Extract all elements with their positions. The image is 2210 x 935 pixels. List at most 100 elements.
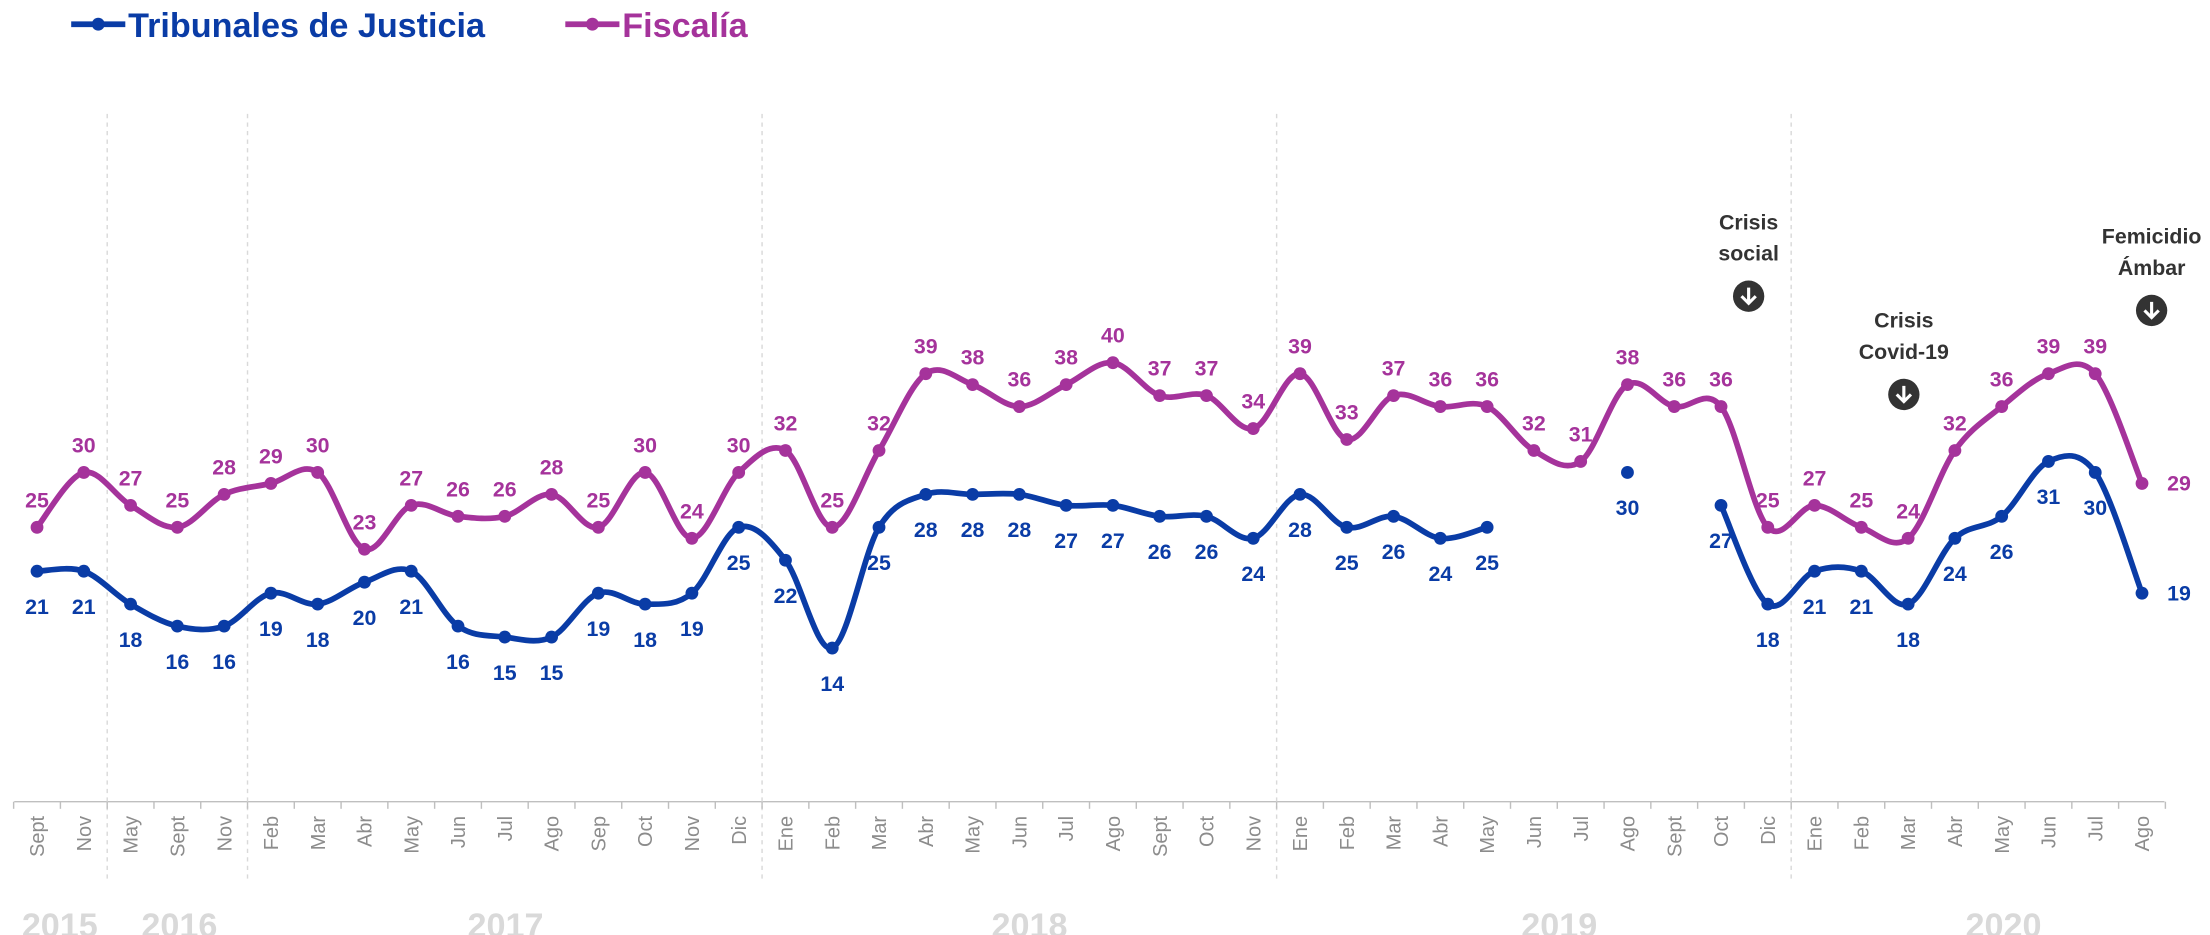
x-tick-label: May [121, 816, 143, 854]
data-point [30, 520, 44, 534]
data-label: 26 [1148, 540, 1172, 564]
data-label: 18 [306, 628, 330, 652]
year-label: 2016 [141, 907, 217, 935]
x-tick-label: Dic [1758, 816, 1780, 845]
x-tick-label: Mar [1384, 816, 1406, 851]
data-label: 38 [961, 346, 985, 370]
data-point [1621, 378, 1634, 392]
data-point [1527, 444, 1541, 457]
data-label: 23 [353, 510, 377, 534]
data-label: 18 [633, 628, 657, 652]
data-label: 18 [119, 628, 143, 652]
data-label: 15 [493, 661, 517, 685]
data-label: 36 [1475, 368, 1499, 392]
legend-dot [585, 17, 599, 31]
x-tick-label: Oct [635, 815, 657, 846]
data-point [779, 553, 792, 567]
data-label: 40 [1101, 324, 1125, 348]
data-label: 24 [1896, 499, 1920, 523]
data-label: 24 [1241, 562, 1265, 586]
data-point [1621, 466, 1634, 479]
data-label: 25 [820, 488, 844, 512]
data-point [217, 487, 231, 501]
data-label: 36 [1709, 368, 1733, 392]
data-label: 27 [1054, 529, 1078, 553]
x-tick-label: Oct [1197, 815, 1219, 846]
data-label: 30 [727, 434, 751, 458]
data-point [1153, 509, 1167, 523]
x-tick-label: Jun [448, 816, 470, 848]
data-label: 21 [1849, 595, 1873, 619]
data-label: 28 [1007, 518, 1031, 542]
data-label: 39 [2037, 335, 2061, 359]
data-label: 25 [25, 488, 49, 512]
data-label: 25 [1849, 488, 1873, 512]
x-tick-label: Ene [776, 816, 798, 851]
data-label: 26 [1990, 540, 2014, 564]
data-label: 24 [1428, 562, 1452, 586]
x-tick-label: Nov [74, 816, 96, 851]
data-label: 15 [540, 661, 564, 685]
data-point [77, 564, 91, 578]
x-tick-label: Ago [2132, 816, 2154, 851]
data-label: 30 [1616, 496, 1640, 520]
data-label: 25 [867, 551, 891, 575]
data-label: 28 [540, 455, 564, 479]
data-point [685, 586, 699, 600]
data-label: 26 [1195, 540, 1219, 564]
annotation-text: Femicidio [2102, 225, 2202, 249]
data-label: 16 [446, 650, 470, 674]
data-label: 21 [72, 595, 96, 619]
data-point [1106, 356, 1120, 370]
data-point [170, 619, 184, 633]
x-tick-label: May [1477, 816, 1499, 854]
data-point [1012, 487, 1026, 501]
data-point [264, 477, 278, 490]
data-label: 19 [680, 617, 704, 641]
data-point [732, 520, 746, 534]
data-label: 25 [1756, 488, 1780, 512]
x-tick-label: Ago [542, 816, 564, 851]
x-tick-label: Feb [261, 816, 283, 850]
x-tick-label: Nov [214, 816, 236, 851]
data-point [1387, 389, 1400, 403]
data-point [1480, 400, 1494, 413]
data-label: 30 [2083, 496, 2107, 520]
data-point [358, 542, 371, 556]
x-tick-label: Jul [2085, 816, 2107, 841]
data-point [1854, 520, 1868, 534]
data-point [591, 520, 605, 534]
data-point [872, 520, 886, 534]
x-tick-label: Feb [1337, 816, 1359, 850]
data-point [1246, 531, 1260, 545]
data-point [2042, 367, 2055, 381]
data-label: 39 [914, 335, 938, 359]
year-label: 2015 [22, 907, 98, 935]
data-point [1854, 564, 1868, 578]
x-tick-label: Ago [1618, 816, 1640, 851]
data-point [1433, 531, 1447, 545]
data-point [1995, 509, 2009, 523]
data-point [638, 466, 652, 479]
data-point [966, 378, 979, 392]
data-point [311, 597, 325, 611]
data-label: 29 [259, 444, 283, 468]
data-label: 24 [680, 499, 704, 523]
data-label: 21 [25, 595, 49, 619]
annotation-arrow [1740, 287, 1757, 306]
data-label: 27 [1803, 466, 1827, 490]
data-label: 16 [212, 650, 236, 674]
x-tick-label: Jul [1056, 816, 1078, 841]
data-point [124, 498, 137, 512]
data-point [2135, 477, 2149, 490]
data-label: 31 [1569, 423, 1593, 447]
data-label: 36 [1662, 368, 1686, 392]
data-label: 18 [1756, 628, 1780, 652]
data-label: 31 [2037, 485, 2061, 509]
data-label: 26 [1382, 540, 1406, 564]
data-point [358, 575, 371, 589]
data-point [1059, 378, 1073, 392]
data-label: 36 [1007, 368, 1031, 392]
x-tick-label: Abr [355, 816, 377, 847]
data-point [545, 630, 558, 644]
